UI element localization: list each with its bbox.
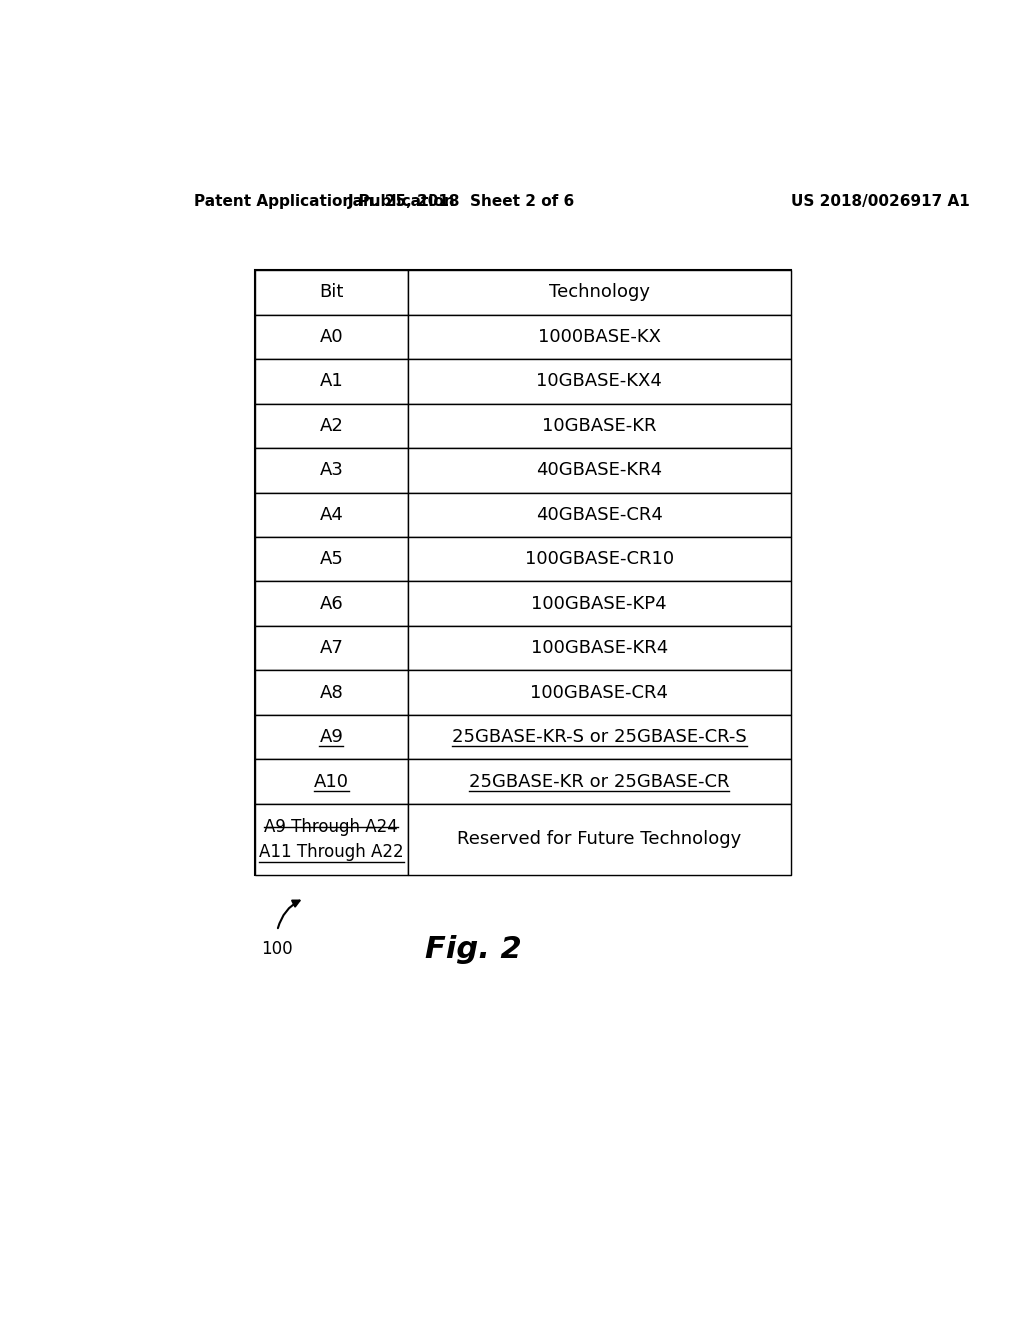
Text: 100GBASE-CR4: 100GBASE-CR4	[530, 684, 668, 702]
Bar	[255, 404, 408, 447]
Text: A8: A8	[319, 684, 343, 702]
Bar	[255, 582, 408, 626]
Text: Jan. 25, 2018  Sheet 2 of 6: Jan. 25, 2018 Sheet 2 of 6	[348, 194, 574, 209]
Text: A5: A5	[319, 550, 343, 568]
Text: 25GBASE-KR-S or 25GBASE-CR-S: 25GBASE-KR-S or 25GBASE-CR-S	[452, 729, 746, 746]
Text: A9 Through A24: A9 Through A24	[264, 817, 398, 836]
Bar	[255, 492, 408, 537]
Text: 100GBASE-KP4: 100GBASE-KP4	[531, 595, 667, 612]
Text: 1000BASE-KX: 1000BASE-KX	[538, 327, 660, 346]
Text: A2: A2	[319, 417, 343, 434]
Text: A7: A7	[319, 639, 343, 657]
Text: Reserved for Future Technology: Reserved for Future Technology	[457, 830, 741, 849]
Text: A3: A3	[319, 461, 343, 479]
Bar	[255, 537, 408, 582]
Text: A10: A10	[313, 772, 349, 791]
Bar	[255, 759, 408, 804]
Text: A1: A1	[319, 372, 343, 391]
Bar	[255, 715, 408, 759]
Text: 40GBASE-CR4: 40GBASE-CR4	[536, 506, 663, 524]
Text: Bit: Bit	[319, 284, 343, 301]
Text: US 2018/0026917 A1: US 2018/0026917 A1	[791, 194, 970, 209]
Bar	[408, 314, 791, 359]
Text: 100: 100	[261, 940, 293, 958]
Text: A0: A0	[319, 327, 343, 346]
Text: A11 Through A22: A11 Through A22	[259, 843, 403, 861]
Text: 100GBASE-KR4: 100GBASE-KR4	[530, 639, 668, 657]
Text: A9: A9	[319, 729, 343, 746]
Bar	[408, 271, 791, 314]
Bar	[255, 804, 408, 875]
Text: 40GBASE-KR4: 40GBASE-KR4	[537, 461, 663, 479]
Text: Fig. 2: Fig. 2	[425, 935, 521, 964]
Bar	[408, 492, 791, 537]
Text: Patent Application Publication: Patent Application Publication	[194, 194, 455, 209]
Bar	[408, 671, 791, 715]
Text: Technology: Technology	[549, 284, 649, 301]
Bar	[408, 447, 791, 492]
Bar	[408, 359, 791, 404]
Bar	[255, 271, 791, 875]
Bar	[408, 715, 791, 759]
Text: 100GBASE-CR10: 100GBASE-CR10	[524, 550, 674, 568]
Text: A4: A4	[319, 506, 343, 524]
Bar	[255, 447, 408, 492]
Bar	[255, 271, 408, 314]
Bar	[408, 804, 791, 875]
Text: 25GBASE-KR or 25GBASE-CR: 25GBASE-KR or 25GBASE-CR	[469, 772, 729, 791]
Bar	[255, 359, 408, 404]
Bar	[255, 671, 408, 715]
Bar	[408, 537, 791, 582]
Bar	[408, 626, 791, 671]
Text: 10GBASE-KX4: 10GBASE-KX4	[537, 372, 663, 391]
Text: 10GBASE-KR: 10GBASE-KR	[542, 417, 656, 434]
Bar	[255, 626, 408, 671]
Bar	[255, 314, 408, 359]
Bar	[408, 404, 791, 447]
Bar	[408, 582, 791, 626]
Text: A6: A6	[319, 595, 343, 612]
Bar	[408, 759, 791, 804]
